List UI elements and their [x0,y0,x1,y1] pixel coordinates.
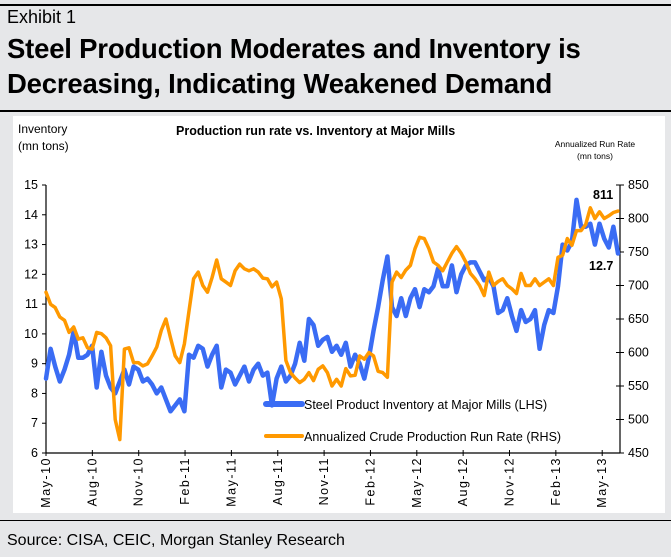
headline: Steel Production Moderates and Inventory… [7,31,581,101]
x-tick-label: Aug-12 [456,457,470,506]
left-tick-label: 11 [25,297,38,311]
legend-label-inventory: Steel Product Inventory at Major Mills (… [304,398,547,412]
series-line-inventory [43,197,621,414]
right-tick-label: 700 [628,279,649,293]
x-tick-label: May-12 [410,457,424,508]
series-line-run-rate [44,206,620,442]
headline-line-1: Steel Production Moderates and Inventory… [7,33,581,64]
x-tick-label: May-10 [39,457,53,508]
annotation-run-rate-last: 811 [593,188,613,202]
left-tick-label: 6 [31,446,38,460]
x-tick-label: May-13 [595,457,609,508]
x-tick-label: Feb-11 [178,457,192,505]
header-rule [0,110,671,112]
left-axis-label-line2: (mn tons) [18,139,69,153]
x-tick-label: May-11 [224,457,238,507]
left-tick-label: 10 [24,327,38,341]
axes: 15 14 13 12 11 10 9 8 7 6 850 800 750 700 650 600 550 500… [24,178,649,508]
headline-line-2: Decreasing, Indicating Weakened Demand [7,68,553,99]
right-tick-label: 500 [628,413,649,427]
top-rule [0,4,671,6]
x-tick-label: Aug-11 [271,457,285,505]
annotation-inventory-last: 12.7 [589,259,613,273]
left-tick-label: 7 [31,416,38,430]
left-tick-label: 12 [24,267,38,281]
left-tick-label: 13 [24,238,38,252]
chart-panel [13,116,665,513]
right-tick-label: 650 [628,312,649,326]
x-tick-label: Nov-11 [317,457,331,505]
x-tick-label: Feb-13 [549,457,563,506]
right-tick-label: 550 [628,379,649,393]
right-axis-label-line2: (mn tons) [577,151,613,161]
left-tick-label: 8 [31,386,38,400]
left-axis-label-line1: Inventory [18,122,67,136]
right-tick-label: 750 [628,245,649,259]
left-tick-label: 15 [24,178,38,192]
x-tick-label: Nov-12 [503,457,517,506]
series-lines [43,197,621,442]
left-tick-label: 9 [31,357,38,371]
exhibit-label: Exhibit 1 [7,7,77,27]
footer-rule [0,520,671,521]
legend: Steel Product Inventory at Major Mills (… [263,398,561,444]
right-tick-label: 800 [628,212,649,226]
right-tick-label: 850 [628,178,649,192]
source-note: Source: CISA, CEIC, Morgan Stanley Resea… [7,532,345,549]
x-tick-label: Aug-10 [85,457,99,506]
x-tick-label: Feb-12 [363,457,377,506]
right-tick-label: 600 [628,346,649,360]
left-tick-label: 14 [24,208,38,222]
right-axis-label-line1: Annualized Run Rate [555,139,636,149]
legend-label-run-rate: Annualized Crude Production Run Rate (RH… [304,430,561,444]
right-tick-label: 450 [628,446,649,460]
x-tick-label: Nov-10 [132,457,146,506]
chart-title: Production run rate vs. Inventory at Maj… [176,124,455,138]
